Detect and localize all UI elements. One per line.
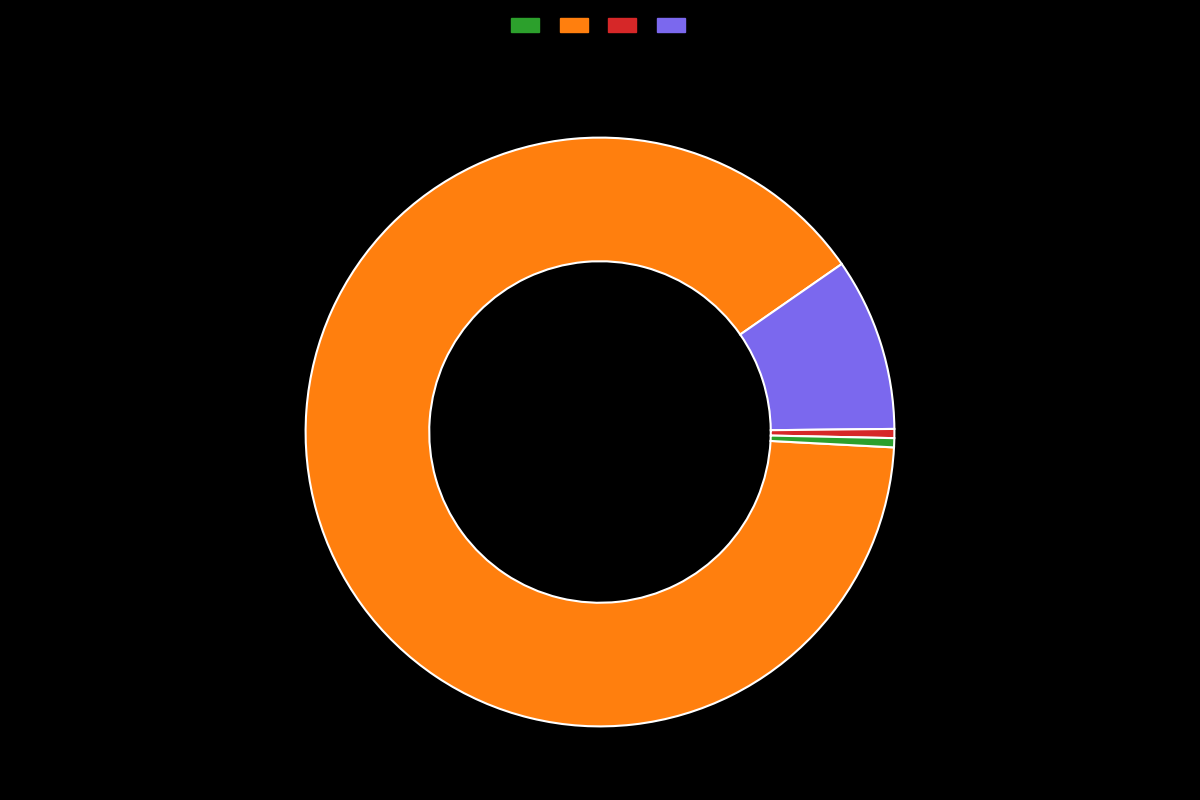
- Legend: , , , : , , ,: [505, 12, 695, 38]
- Wedge shape: [306, 138, 894, 726]
- Wedge shape: [770, 435, 894, 447]
- Wedge shape: [740, 264, 894, 430]
- Wedge shape: [770, 429, 894, 438]
